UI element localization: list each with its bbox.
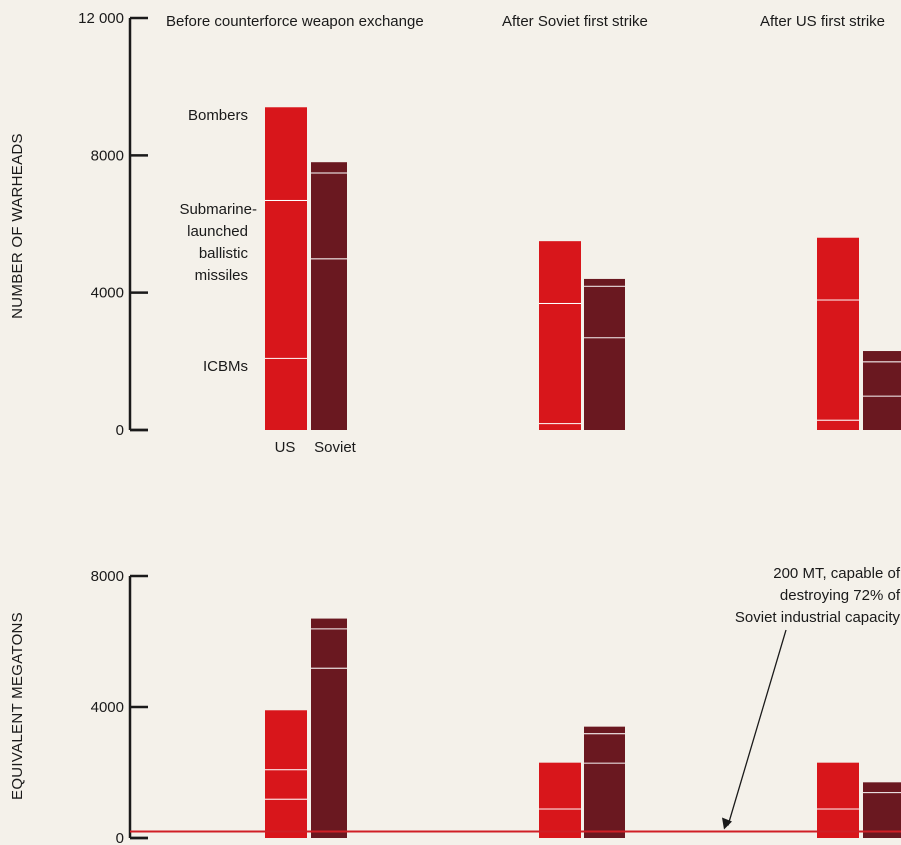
warheads-bar-soviet-slbms (584, 285, 625, 338)
warheads-y-axis-label: NUMBER OF WARHEADS (9, 133, 26, 319)
megatons-bar-soviet-slbms (311, 628, 347, 668)
megatons-bar-soviet-bombers (863, 782, 901, 793)
warheads-bar-us-icbms (817, 419, 859, 430)
megatons-bar-soviet-icbms (863, 831, 901, 838)
warheads-bar-soviet-slbms (311, 172, 347, 259)
warheads-panel: NUMBER OF WARHEADS 0 4000 8000 12 000 (9, 10, 148, 439)
label-slbm-line-3: ballistic (199, 245, 249, 262)
megatons-bar-us-bombers (817, 762, 859, 809)
warheads-bar-soviet-icbms (863, 395, 901, 430)
warheads-y-tick-label: 4000 (91, 285, 124, 302)
annotation-arrow-head (722, 817, 732, 830)
megatons-bar-soviet-icbms (584, 762, 625, 838)
warheads-bar-soviet-bombers (311, 162, 347, 173)
megatons-panel: EQUIVALENT MEGATONS 0 4000 8000 (9, 568, 148, 845)
warheads-bar-soviet-bombers (863, 351, 901, 362)
megatons-bar-soviet-slbms (584, 733, 625, 763)
warheads-bar-soviet-icbms (584, 337, 625, 430)
category-labels: Bombers Submarine- launched ballistic mi… (179, 107, 257, 375)
country-label-us: US (275, 439, 296, 456)
label-slbm-line-1: Submarine- (179, 201, 257, 218)
group-title-after-us-strike: After US first strike (760, 13, 885, 30)
warheads-bar-soviet-bombers (584, 278, 625, 286)
label-bombers: Bombers (188, 107, 248, 124)
group-title-after-soviet-strike: After Soviet first strike (502, 13, 648, 30)
megatons-y-axis-label: EQUIVALENT MEGATONS (9, 612, 26, 800)
country-labels: US Soviet (275, 439, 357, 456)
chart-marks (265, 107, 901, 838)
megatons-y-tick-label: 4000 (91, 699, 124, 716)
megatons-bar-us-bombers (539, 762, 581, 809)
megatons-bar-soviet-icbms (311, 667, 347, 838)
megatons-y-tick-label: 0 (116, 830, 124, 845)
label-icbms: ICBMs (203, 358, 248, 375)
annotation-line-1: 200 MT, capable of (773, 565, 901, 582)
megatons-bar-soviet-bombers (311, 618, 347, 629)
warheads-bar-us-slbms (265, 199, 307, 358)
megatons-bar-us-slbms (817, 808, 859, 832)
warheads-bar-soviet-slbms (863, 361, 901, 396)
warheads-bar-us-icbms (265, 357, 307, 430)
annotation-200mt: 200 MT, capable of destroying 72% of Sov… (722, 565, 901, 830)
megatons-bar-us-slbms (539, 808, 581, 832)
warheads-y-tick-label: 8000 (91, 147, 124, 164)
megatons-bar-soviet-slbms (863, 792, 901, 832)
megatons-bar-us-icbms (817, 831, 859, 838)
megatons-bar-soviet-bombers (584, 726, 625, 734)
warheads-bar-us-bombers (539, 241, 581, 303)
group-titles: Before counterforce weapon exchange Afte… (166, 13, 885, 30)
warheads-bar-us-icbms (539, 423, 581, 430)
group-title-before-exchange: Before counterforce weapon exchange (166, 13, 424, 30)
warheads-bar-soviet-icbms (311, 258, 347, 430)
label-slbm-line-4: missiles (195, 267, 248, 284)
annotation-arrow-line (727, 629, 787, 826)
annotation-line-2: destroying 72% of (780, 587, 901, 604)
megatons-y-tick-label: 8000 (91, 568, 124, 585)
warheads-bar-us-bombers (817, 237, 859, 300)
annotation-line-3: Soviet industrial capacity (735, 609, 901, 626)
warheads-y-tick-label: 12 000 (78, 10, 124, 27)
megatons-bar-us-icbms (539, 831, 581, 838)
warheads-y-tick-label: 0 (116, 422, 124, 439)
country-label-soviet: Soviet (314, 439, 357, 456)
megatons-bar-us-bombers (265, 710, 307, 770)
megatons-bar-us-slbms (265, 769, 307, 799)
warheads-bar-us-bombers (265, 107, 307, 200)
label-slbm-line-2: launched (187, 223, 248, 240)
warheads-bar-us-slbms (817, 299, 859, 420)
warheads-bar-us-slbms (539, 302, 581, 424)
